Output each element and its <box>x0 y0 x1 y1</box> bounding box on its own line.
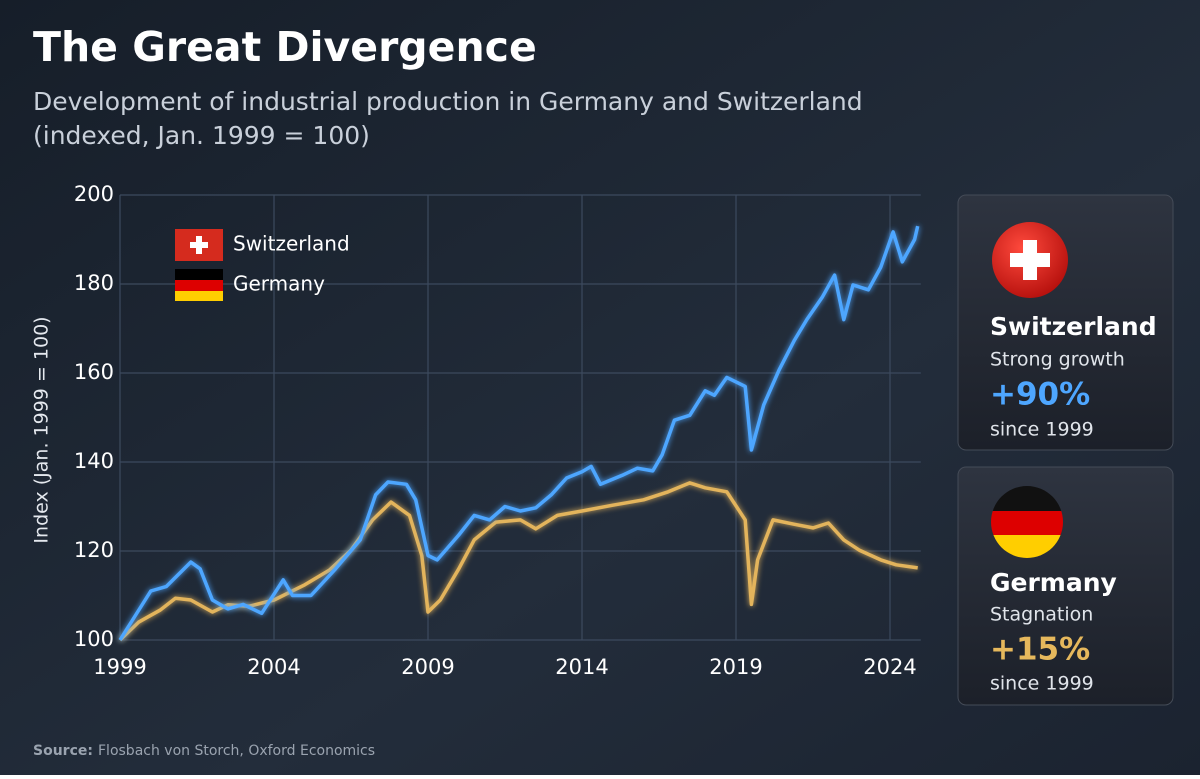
subtitle: Development of industrial production in … <box>33 87 863 116</box>
y-tick-label: 180 <box>74 271 114 295</box>
x-tick-label: 2004 <box>247 655 300 679</box>
y-tick-label: 140 <box>74 449 114 473</box>
card-since: since 1999 <box>990 673 1094 695</box>
y-tick-label: 100 <box>74 627 114 651</box>
y-tick-label: 160 <box>74 360 114 384</box>
source-label: Source: <box>33 743 93 759</box>
flag-germany <box>175 291 223 301</box>
card-since: since 1999 <box>990 419 1094 441</box>
card-change: +15% <box>990 632 1090 668</box>
flag-badge <box>991 511 1063 535</box>
flag-germany <box>175 280 223 291</box>
plot-area: 100 120 140 160 180 200 1999 2004 2009 2014 2019 20… <box>74 182 921 679</box>
y-axis-label: Index (Jan. 1999 = 100) <box>31 316 53 543</box>
card-title: Switzerland <box>990 312 1157 341</box>
card: Switzerland Strong growth +90% since 199… <box>957 194 1174 451</box>
x-tick-label: 2014 <box>555 655 608 679</box>
legend-label: Switzerland <box>233 232 350 256</box>
x-tick-label: 2024 <box>863 655 916 679</box>
card-title: Germany <box>990 568 1117 597</box>
card-change: +90% <box>990 377 1090 413</box>
x-tick-label: 1999 <box>93 655 146 679</box>
title: The Great Divergence <box>33 23 537 71</box>
legend: Switzerland Germany <box>175 229 350 301</box>
source-text: Flosbach von Storch, Oxford Economics <box>98 743 375 759</box>
series-line <box>118 225 920 641</box>
flag-badge <box>991 535 1063 558</box>
card: Germany Stagnation +15% since 1999 <box>957 466 1174 706</box>
card-note: Strong growth <box>990 349 1125 371</box>
x-tick-label: 2009 <box>401 655 454 679</box>
legend-label: Germany <box>233 272 325 296</box>
y-tick-label: 200 <box>74 182 114 206</box>
flag-germany <box>175 269 223 280</box>
subtitle: (indexed, Jan. 1999 = 100) <box>33 121 370 150</box>
flag-cross <box>1010 253 1050 267</box>
flag-cross <box>190 242 208 248</box>
x-tick-label: 2019 <box>709 655 762 679</box>
card-note: Stagnation <box>990 604 1093 626</box>
y-tick-label: 120 <box>74 538 114 562</box>
